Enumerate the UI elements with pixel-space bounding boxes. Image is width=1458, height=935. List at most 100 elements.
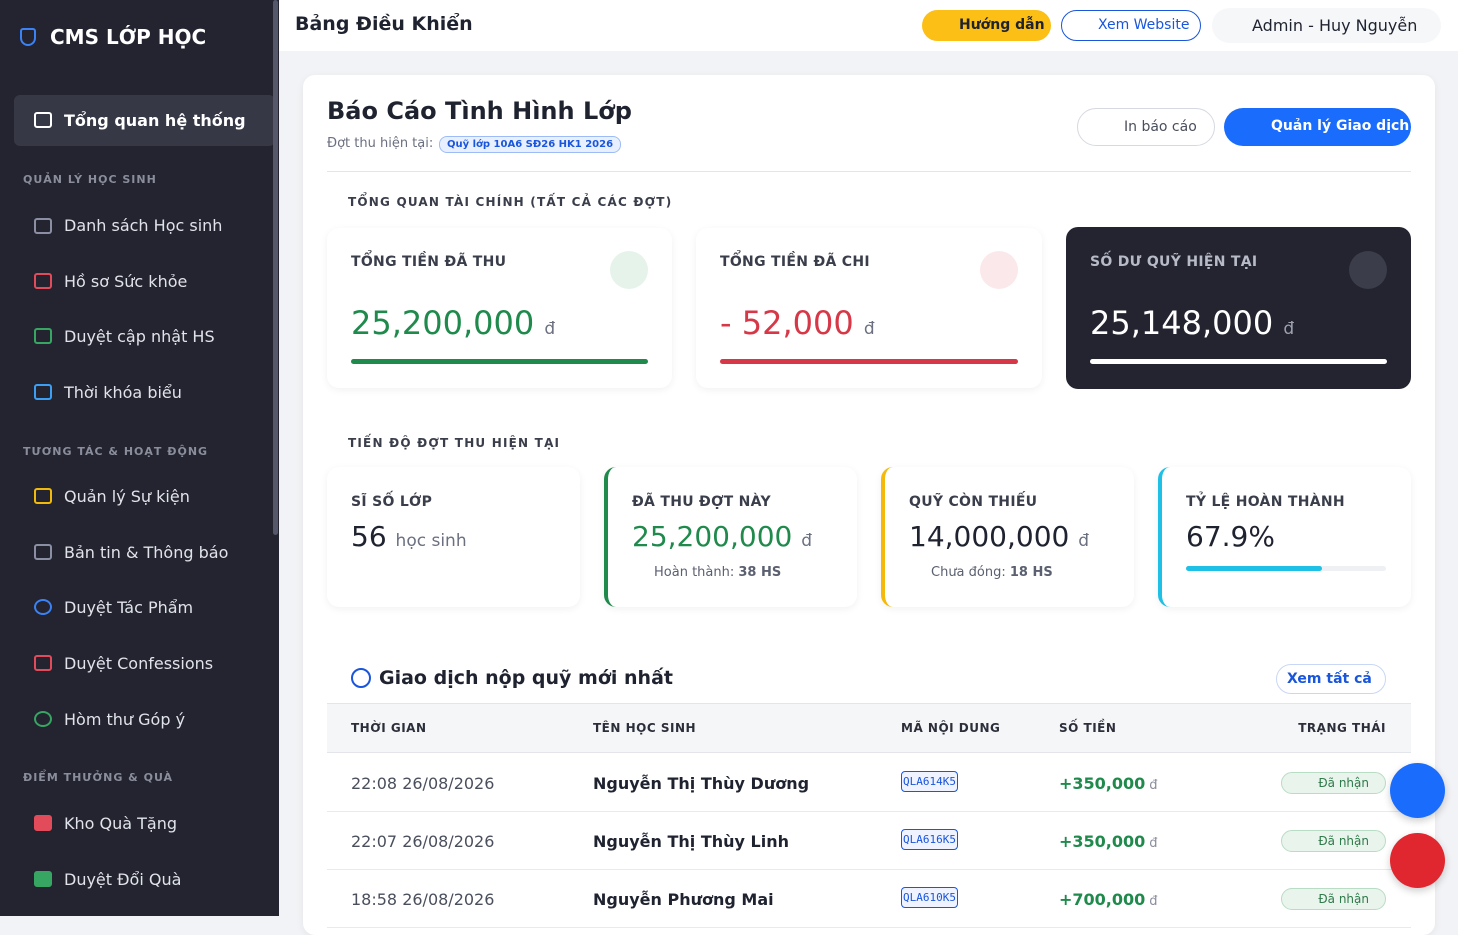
period-badge: Quỹ lớp 10A6 SĐ26 HK1 2026 xyxy=(439,136,622,153)
nav-item[interactable]: Kho Quà Tặng xyxy=(64,814,178,833)
cell-time: 22:08 26/08/2026 xyxy=(351,774,495,793)
amount: 25,200,000 xyxy=(632,520,793,553)
table-header xyxy=(327,703,1411,753)
amount: 25,200,000 xyxy=(351,304,535,342)
website-button[interactable]: Xem Website xyxy=(1061,10,1201,41)
amount: 25,148,000 xyxy=(1090,304,1274,342)
nav-item[interactable]: Bản tin & Thông báo xyxy=(64,543,229,562)
unit: đ xyxy=(1149,836,1158,851)
icon xyxy=(34,655,52,671)
column-header: MÃ NỘI DUNG xyxy=(901,721,1001,735)
icon xyxy=(34,711,52,727)
user-menu[interactable]: Admin - Huy Nguyễn xyxy=(1212,8,1441,43)
stat-card xyxy=(1158,467,1411,607)
section-heading: TỔNG QUAN TÀI CHÍNH (TẤT CẢ CÁC ĐỢT) xyxy=(348,195,673,209)
divider xyxy=(327,171,1411,172)
nav-item[interactable]: Duyệt Đổi Quà xyxy=(64,870,182,889)
card-value: 25,148,000 đ xyxy=(1090,304,1294,342)
chat-button[interactable] xyxy=(1390,763,1445,818)
icon xyxy=(980,251,1018,289)
card-label: SĨ SỐ LỚP xyxy=(351,494,433,510)
manage-button[interactable]: Quản lý Giao dịch xyxy=(1224,108,1411,146)
nav-item[interactable]: Duyệt Tác Phẩm xyxy=(64,598,194,617)
card-note: Chưa đóng: 18 HS xyxy=(909,565,1053,580)
nav-item[interactable]: Quản lý Sự kiện xyxy=(64,487,190,506)
card-label: TỔNG TIỀN ĐÃ THU xyxy=(351,254,507,270)
unit: đ xyxy=(1078,531,1090,551)
card-note: Hoàn thành: 38 HS xyxy=(632,565,781,580)
icon xyxy=(34,384,52,400)
card-value: 25,200,000 đ xyxy=(632,520,812,553)
icon xyxy=(1349,251,1387,289)
column-header: TRẠNG THÁI xyxy=(1298,721,1386,735)
card-value: 25,200,000 đ xyxy=(351,304,555,342)
bar xyxy=(351,359,648,364)
card-label: TỔNG TIỀN ĐÃ CHI xyxy=(720,254,870,270)
section-title: ĐIỂM THƯỞNG & QUÀ xyxy=(23,771,174,784)
cell-code: QLA610K5 xyxy=(901,887,958,908)
page-title: Bảng Điều Khiển xyxy=(295,13,473,35)
stat-card xyxy=(881,467,1134,607)
cell-time: 18:58 26/08/2026 xyxy=(351,890,495,909)
table-row xyxy=(327,812,1411,870)
card-label: QUỸ CÒN THIẾU xyxy=(909,494,1038,510)
stat-card xyxy=(327,467,580,607)
nav-item[interactable]: Duyệt cập nhật HS xyxy=(64,327,215,346)
card-value: 56 học sinh xyxy=(351,520,467,553)
card-value: 14,000,000 đ xyxy=(909,520,1089,553)
logo-icon xyxy=(20,28,36,46)
report-title: Báo Cáo Tình Hình Lớp xyxy=(327,97,632,125)
cell-code: QLA616K5 xyxy=(901,829,958,850)
amount: 56 xyxy=(351,520,387,553)
icon xyxy=(34,815,52,831)
cell-name: Nguyễn Thị Thùy Linh xyxy=(593,832,789,851)
nav-item[interactable]: Duyệt Confessions xyxy=(64,654,214,673)
unit: đ xyxy=(801,531,813,551)
amount: +700,000 xyxy=(1059,890,1146,909)
unit: đ xyxy=(1283,319,1295,339)
card-label: SỐ DƯ QUỸ HIỆN TẠI xyxy=(1090,254,1258,270)
section-title: QUẢN LÝ HỌC SINH xyxy=(23,173,157,186)
section-title: TƯƠNG TÁC & HOẠT ĐỘNG xyxy=(23,445,209,458)
nav-item[interactable]: Hồ sơ Sức khỏe xyxy=(64,272,188,291)
amount: +350,000 xyxy=(1059,774,1146,793)
card-label: ĐÃ THU ĐỢT NÀY xyxy=(632,494,771,510)
view-all-button[interactable]: Xem tất cả xyxy=(1276,664,1386,694)
guide-button[interactable]: Hướng dẫn xyxy=(922,10,1051,41)
column-header: SỐ TIỀN xyxy=(1059,721,1117,735)
print-button[interactable]: In báo cáo xyxy=(1077,108,1215,146)
cell-name: Nguyễn Thị Thùy Dương xyxy=(593,774,810,793)
count: 38 HS xyxy=(738,565,782,580)
status-badge: Đã nhận xyxy=(1281,888,1386,910)
icon xyxy=(34,218,52,234)
table-row xyxy=(327,754,1411,812)
cell-name: Nguyễn Phương Mai xyxy=(593,890,774,909)
status-badge: Đã nhận xyxy=(1281,772,1386,794)
stat-card xyxy=(604,467,857,607)
column-header: TÊN HỌC SINH xyxy=(593,721,697,735)
icon xyxy=(34,328,52,344)
unit: đ xyxy=(544,319,556,339)
cell-amount: +350,000 đ xyxy=(1059,774,1158,793)
active-item[interactable] xyxy=(14,95,275,146)
cell-amount: +700,000 đ xyxy=(1059,890,1158,909)
icon xyxy=(34,112,52,128)
nav-item[interactable]: Thời khóa biểu xyxy=(64,383,182,402)
clock-icon xyxy=(351,668,371,688)
progress-track xyxy=(1186,566,1386,571)
icon xyxy=(34,599,52,615)
unit: đ xyxy=(863,319,875,339)
nav-item[interactable]: Hòm thư Góp ý xyxy=(64,710,186,729)
unit: đ xyxy=(1149,894,1158,909)
nav-item[interactable]: Danh sách Học sinh xyxy=(64,216,223,235)
icon xyxy=(610,251,648,289)
card-value: 67.9% xyxy=(1186,520,1275,553)
progress-fill xyxy=(1186,566,1322,571)
call-button[interactable] xyxy=(1390,833,1445,888)
note: Hoàn thành: xyxy=(654,565,735,580)
amount: +350,000 xyxy=(1059,832,1146,851)
nav-item[interactable]: Tổng quan hệ thống xyxy=(64,111,246,130)
period-label: Đợt thu hiện tại: xyxy=(327,136,434,151)
